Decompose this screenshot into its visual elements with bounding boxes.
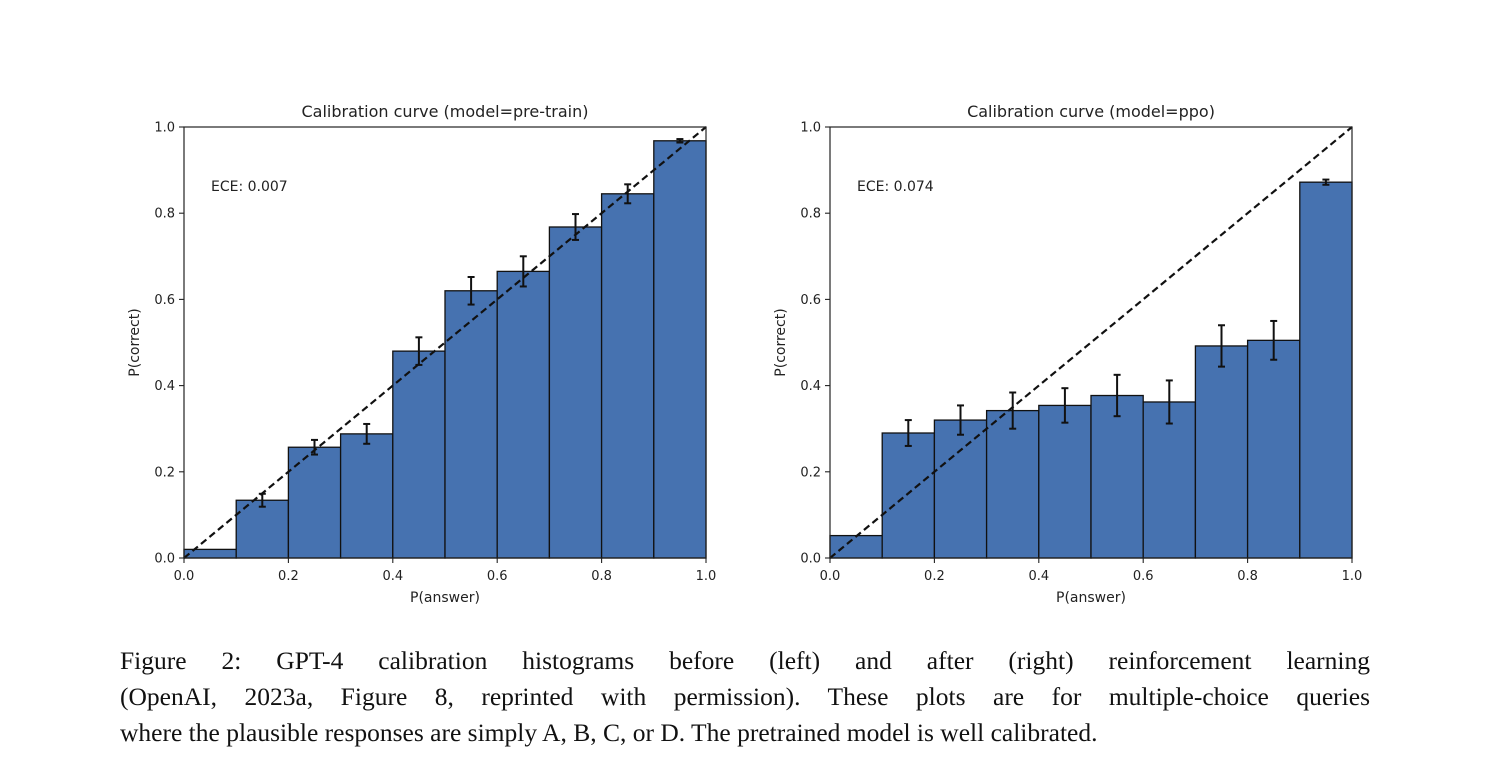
ppo-chart: 0.0 0.2 0.4 0.6 0.8 1.0 0.0 0.2 0.4 0.6 0.8 1.0 Cali… — [773, 102, 1362, 606]
ppo-bar-4 — [1038, 404, 1092, 559]
pretrain-xtick-label-4: 0.8 — [591, 569, 612, 584]
pretrain-ece-annotation: ECE: 0.007 — [211, 179, 288, 195]
ppo-bar-0 — [829, 534, 883, 559]
ppo-errorbar-4 — [1061, 387, 1069, 424]
pretrain-xtick-label-3: 0.6 — [487, 569, 508, 584]
pretrain-ytick-label-1: 0.2 — [154, 465, 175, 480]
pretrain-chart-title: Calibration curve (model=pre-train) — [301, 102, 588, 121]
pretrain-xtick-label-5: 1.0 — [696, 569, 717, 584]
figure-caption: Figure 2: GPT-4 calibration histograms b… — [120, 643, 1370, 751]
ppo-errorbar-1 — [904, 419, 912, 447]
pretrain-bar-8 — [600, 193, 655, 559]
pretrain-errorbar-3 — [363, 422, 371, 445]
ppo-bar-8 — [1246, 339, 1301, 559]
ppo-errorbar-8 — [1270, 319, 1278, 361]
ppo-errorbar-9 — [1322, 178, 1330, 186]
caption-line-2: (OpenAI, 2023a, Figure 8, reprinted with… — [120, 682, 1370, 711]
ppo-ytick-label-1: 0.2 — [800, 465, 821, 480]
ppo-ytick-label-3: 0.6 — [800, 293, 821, 308]
ppo-bar-1 — [881, 432, 936, 559]
ppo-bar-5 — [1090, 394, 1144, 559]
pretrain-errorbar-9 — [676, 138, 684, 144]
ppo-chart-title: Calibration curve (model=ppo) — [967, 102, 1215, 121]
ppo-xtick-label-2: 0.4 — [1028, 569, 1049, 584]
ppo-errorbar-2 — [957, 404, 964, 436]
ppo-bar-7 — [1194, 345, 1249, 559]
pretrain-bar-3 — [339, 433, 394, 559]
pretrain-ytick-label-4: 0.8 — [154, 207, 175, 222]
pretrain-errorbar-8 — [624, 183, 632, 205]
ppo-axes-frame — [829, 126, 1353, 559]
caption-line-1: Figure 2: GPT-4 calibration histograms b… — [120, 646, 1370, 675]
ppo-x-axis-label: P(answer) — [1056, 590, 1126, 606]
pretrain-bar-9 — [653, 140, 707, 559]
pretrain-xtick-label-1: 0.2 — [278, 569, 299, 584]
pretrain-ytick-label-0: 0.0 — [154, 552, 175, 567]
ppo-errorbar-3 — [1009, 391, 1017, 430]
caption-line-3: where the plausible responses are simply… — [120, 718, 1098, 747]
ppo-ece-annotation: ECE: 0.074 — [857, 179, 934, 195]
pretrain-errorbar-5 — [467, 275, 475, 306]
pretrain-x-axis-label: P(answer) — [410, 590, 480, 606]
ppo-diagonal-line — [829, 126, 1353, 559]
pretrain-ytick-label-5: 1.0 — [154, 121, 175, 136]
ppo-ytick-label-0: 0.0 — [800, 552, 821, 567]
pretrain-bar-1 — [235, 499, 290, 559]
ppo-ytick-label-4: 0.8 — [800, 207, 821, 222]
pretrain-bar-4 — [392, 350, 446, 559]
pretrain-bar-6 — [496, 270, 551, 559]
pretrain-ytick-label-2: 0.4 — [154, 379, 175, 394]
ppo-xtick-label-3: 0.6 — [1133, 569, 1154, 584]
ppo-xtick-label-5: 1.0 — [1342, 569, 1363, 584]
ppo-xtick-label-4: 0.8 — [1237, 569, 1258, 584]
ppo-xtick-label-1: 0.2 — [924, 569, 945, 584]
ppo-bar-3 — [985, 409, 1040, 559]
pretrain-bar-0 — [183, 548, 237, 559]
pretrain-bar-7 — [548, 226, 603, 559]
pretrain-bar-5 — [444, 290, 498, 559]
pretrain-xtick-label-0: 0.0 — [174, 569, 195, 584]
pretrain-ytick-label-3: 0.6 — [154, 293, 175, 308]
ppo-errorbar-6 — [1165, 379, 1173, 425]
ppo-bar-6 — [1142, 401, 1197, 559]
ppo-y-axis-label: P(correct) — [773, 308, 789, 376]
ppo-xtick-label-0: 0.0 — [820, 569, 841, 584]
pretrain-bar-2 — [287, 446, 342, 559]
pretrain-chart: 0.0 0.2 0.4 0.6 0.8 1.0 0.0 0.2 0.4 0.6 0.8 1.0 Cali… — [127, 102, 716, 606]
figure: 0.0 0.2 0.4 0.6 0.8 1.0 0.0 0.2 0.4 0.6 0.8 1.0 Cali… — [127, 102, 1362, 606]
ppo-bar-9 — [1299, 181, 1353, 559]
pretrain-errorbar-6 — [519, 255, 527, 288]
pretrain-diagonal-line — [183, 126, 707, 559]
ppo-ytick-label-2: 0.4 — [800, 379, 821, 394]
ppo-errorbar-5 — [1113, 373, 1121, 418]
ppo-ytick-label-5: 1.0 — [800, 121, 821, 136]
ppo-errorbar-7 — [1218, 324, 1225, 368]
pretrain-y-axis-label: P(correct) — [127, 308, 143, 376]
pretrain-xtick-label-2: 0.4 — [382, 569, 403, 584]
pretrain-axes-frame — [183, 126, 707, 559]
pretrain-errorbar-2 — [311, 438, 318, 456]
ppo-bar-2 — [933, 419, 988, 559]
